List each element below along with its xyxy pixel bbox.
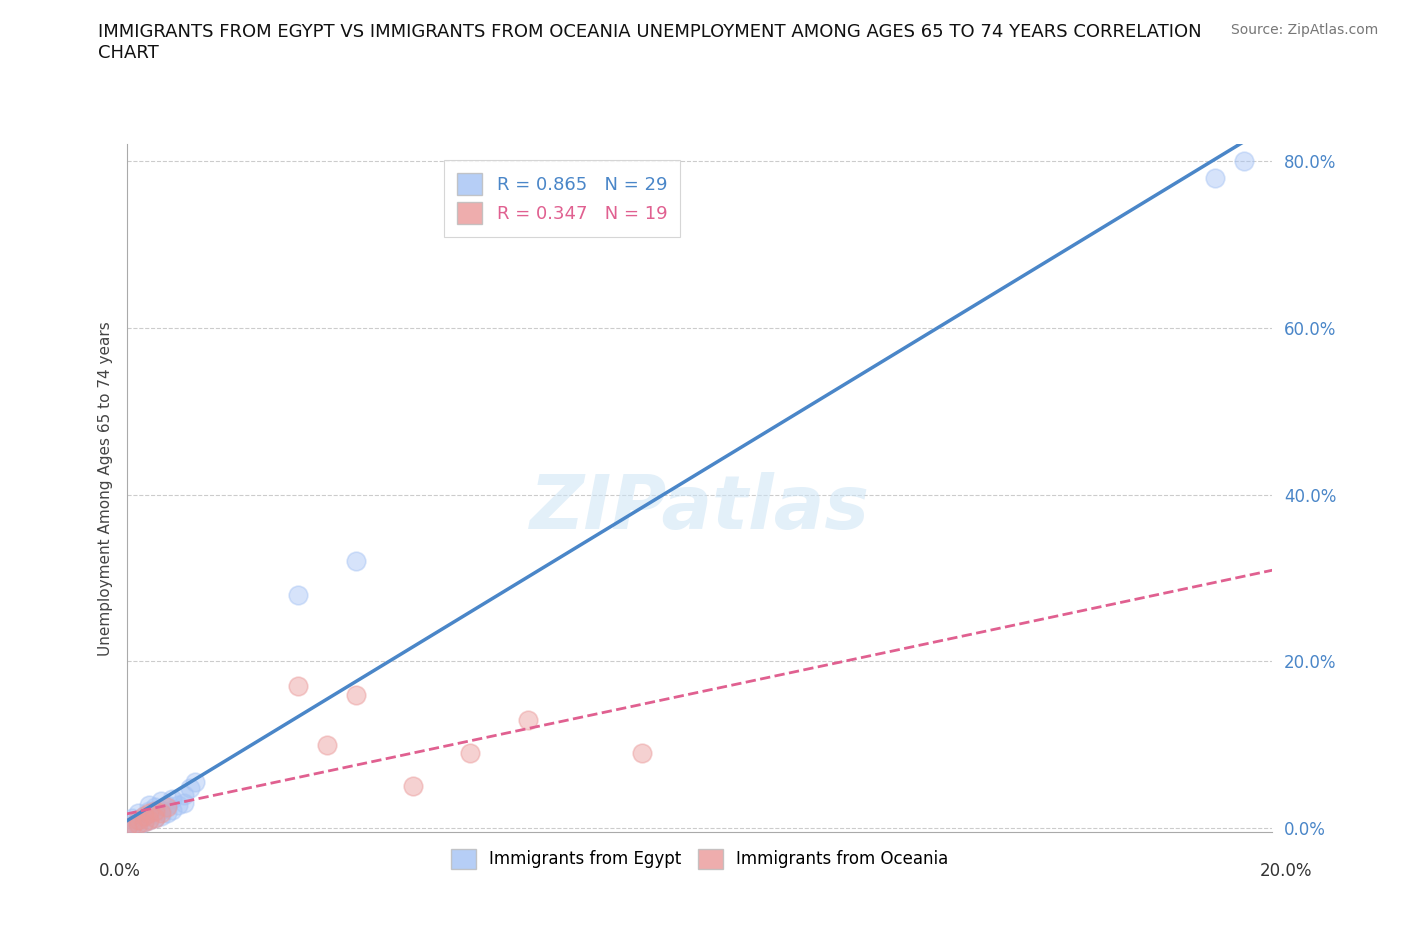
Point [162,803,184,817]
Text: 20.0%: 20.0% [1260,862,1313,880]
Point [173,796,195,811]
Text: Source: ZipAtlas.com: Source: ZipAtlas.com [1230,23,1378,37]
Point [138,804,160,819]
Point [132,814,155,829]
Point [458,746,481,761]
Point [516,712,538,727]
Point [138,797,160,812]
Point [402,779,425,794]
Point [127,813,149,828]
Point [149,808,172,823]
Point [138,813,160,828]
Point [316,737,339,752]
Point [344,687,367,702]
Point [631,746,654,761]
Point [167,797,190,812]
Text: 0.0%: 0.0% [98,862,141,880]
Point [156,800,179,815]
Point [287,679,309,694]
Point [179,780,201,795]
Point [143,800,166,815]
Point [127,817,149,831]
Point [127,813,149,828]
Point [1233,153,1256,168]
Point [143,811,166,826]
Point [173,788,195,803]
Legend: Immigrants from Egypt, Immigrants from Oceania: Immigrants from Egypt, Immigrants from O… [444,842,955,876]
Point [127,805,149,820]
Point [143,804,166,819]
Point [121,811,143,826]
Y-axis label: Unemployment Among Ages 65 to 74 years: Unemployment Among Ages 65 to 74 years [97,321,112,656]
Point [115,821,138,836]
Point [143,811,166,826]
Text: ZIPatlas: ZIPatlas [530,472,869,545]
Point [1204,170,1226,185]
Point [127,818,149,833]
Point [132,808,155,823]
Point [132,814,155,829]
Point [149,803,172,817]
Point [132,808,155,823]
Point [344,553,367,568]
Point [184,775,207,790]
Point [121,818,143,833]
Point [149,794,172,809]
Point [138,805,160,820]
Point [115,821,138,836]
Text: IMMIGRANTS FROM EGYPT VS IMMIGRANTS FROM OCEANIA UNEMPLOYMENT AMONG AGES 65 TO 7: IMMIGRANTS FROM EGYPT VS IMMIGRANTS FROM… [98,23,1202,62]
Point [156,797,179,812]
Point [162,791,184,806]
Point [287,587,309,602]
Point [121,817,143,831]
Point [156,805,179,820]
Point [138,813,160,828]
Point [149,805,172,820]
